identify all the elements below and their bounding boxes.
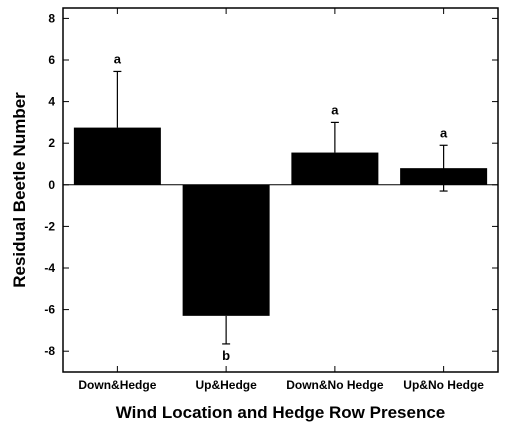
bars-layer [73,127,488,316]
plot-frame [62,7,499,373]
bar-up-hedge [182,184,270,316]
y-tick-label: -6 [44,303,55,317]
significance-letter: b [222,348,230,363]
significance-letter: a [440,125,448,140]
y-tick-label: 6 [48,53,55,67]
y-tick-label: -8 [44,344,55,358]
significance-labels: a b a a [114,51,448,362]
y-tick-label: 8 [48,11,55,25]
error-bars-layer [113,70,448,345]
y-tick-label: 2 [48,136,55,150]
x-category-label: Down&No Hedge [286,378,384,392]
y-axis-title: Residual Beetle Number [10,92,29,288]
x-axis-ticks: Down&Hedge Up&Hedge Down&No Hedge Up&No Hed… [78,8,484,392]
y-tick-label: -2 [44,219,55,233]
significance-letter: a [331,102,339,117]
y-tick-label: 4 [48,95,55,109]
bar-down-hedge [73,127,161,185]
bar-down-no-hedge [291,152,379,185]
y-axis-ticks: 8 6 4 2 0 -2 -4 -6 -8 [44,11,498,358]
y-tick-label: 0 [48,178,55,192]
x-category-label: Up&Hedge [195,378,257,392]
y-tick-label: -4 [44,261,55,275]
x-axis-title: Wind Location and Hedge Row Presence [116,403,446,422]
x-category-label: Down&Hedge [78,378,156,392]
x-category-label: Up&No Hedge [403,378,484,392]
significance-letter: a [114,51,122,66]
